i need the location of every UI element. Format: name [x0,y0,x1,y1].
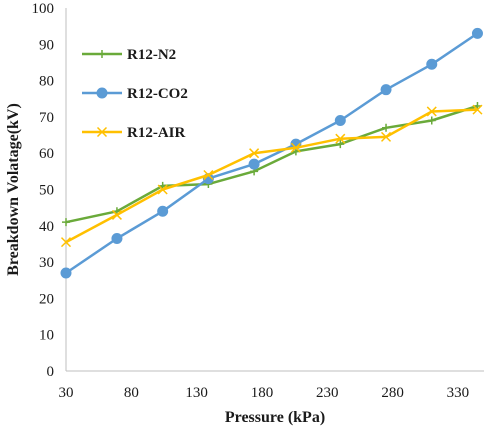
legend-marker [98,50,106,58]
legend-marker [96,126,108,138]
axes [65,8,484,372]
data-point-r12-air [290,142,301,153]
x-tick-label: 30 [59,385,74,401]
data-point-r12-n2 [427,116,436,125]
legend-item-r12-co2: R12-CO2 [82,86,188,102]
x-tick-label: 280 [381,385,404,401]
data-point-r12-co2 [471,27,483,39]
data-point-r12-n2 [382,123,391,132]
legend-item-r12-air: R12-AIR [82,125,185,141]
data-point-r12-co2 [248,158,260,170]
x-axis-title: Pressure (kPa) [225,409,325,426]
y-tick-label: 0 [47,364,55,380]
y-axis-title: Breakdown Volatage(kV) [5,103,22,276]
y-tick-label: 90 [39,37,54,53]
data-point-r12-air [60,237,72,248]
series-line-r12-air [65,108,478,244]
legend-label: R12-AIR [127,125,185,141]
x-tick-label: 80 [124,385,139,401]
legend-label: R12-CO2 [127,86,188,102]
series-line-r12-n2 [65,104,478,224]
series-layer [60,27,483,279]
data-point-r12-n2 [62,218,70,227]
data-point-r12-co2 [334,115,346,127]
y-tick-labels: 0 10 20 30 40 50 60 70 80 90 100 [32,1,55,380]
data-point-r12-air [381,131,392,142]
data-point-r12-air [249,148,260,159]
data-point-r12-air [203,169,214,181]
legend-marker [96,87,108,99]
legend: R12-N2 R12-CO2 R12-AIR [82,47,188,141]
data-point-r12-co2 [111,233,123,245]
x-tick-label: 330 [447,385,470,401]
data-point-r12-air [472,104,483,115]
y-tick-label: 50 [39,183,54,199]
x-tick-label: 130 [185,385,208,401]
data-point-r12-n2 [336,140,345,149]
x-tick-label: 180 [251,385,274,401]
y-tick-label: 70 [39,110,54,126]
series-r12-co2 [60,27,483,279]
y-tick-label: 10 [39,328,54,344]
y-tick-label: 60 [39,146,54,162]
series-r12-n2 [62,102,482,227]
data-point-r12-co2 [426,58,438,70]
y-tick-label: 100 [32,1,55,17]
data-point-r12-air [111,209,122,220]
y-tick-label: 40 [39,219,54,235]
y-tick-label: 30 [39,255,54,271]
series-r12-air [60,104,483,248]
data-point-r12-co2 [380,84,392,96]
data-point-r12-air [426,106,437,117]
x-tick-label: 230 [316,385,339,401]
data-point-r12-air [157,184,168,195]
y-tick-label: 80 [39,74,54,90]
x-tick-labels: 30 80 130 180 230 280 330 [59,385,470,401]
data-point-r12-co2 [157,205,169,217]
data-point-r12-air [335,133,346,144]
data-point-r12-co2 [60,267,72,279]
series-line-r12-co2 [65,32,479,275]
legend-item-r12-n2: R12-N2 [82,47,176,63]
y-tick-label: 20 [39,291,54,307]
legend-label: R12-N2 [127,47,176,63]
